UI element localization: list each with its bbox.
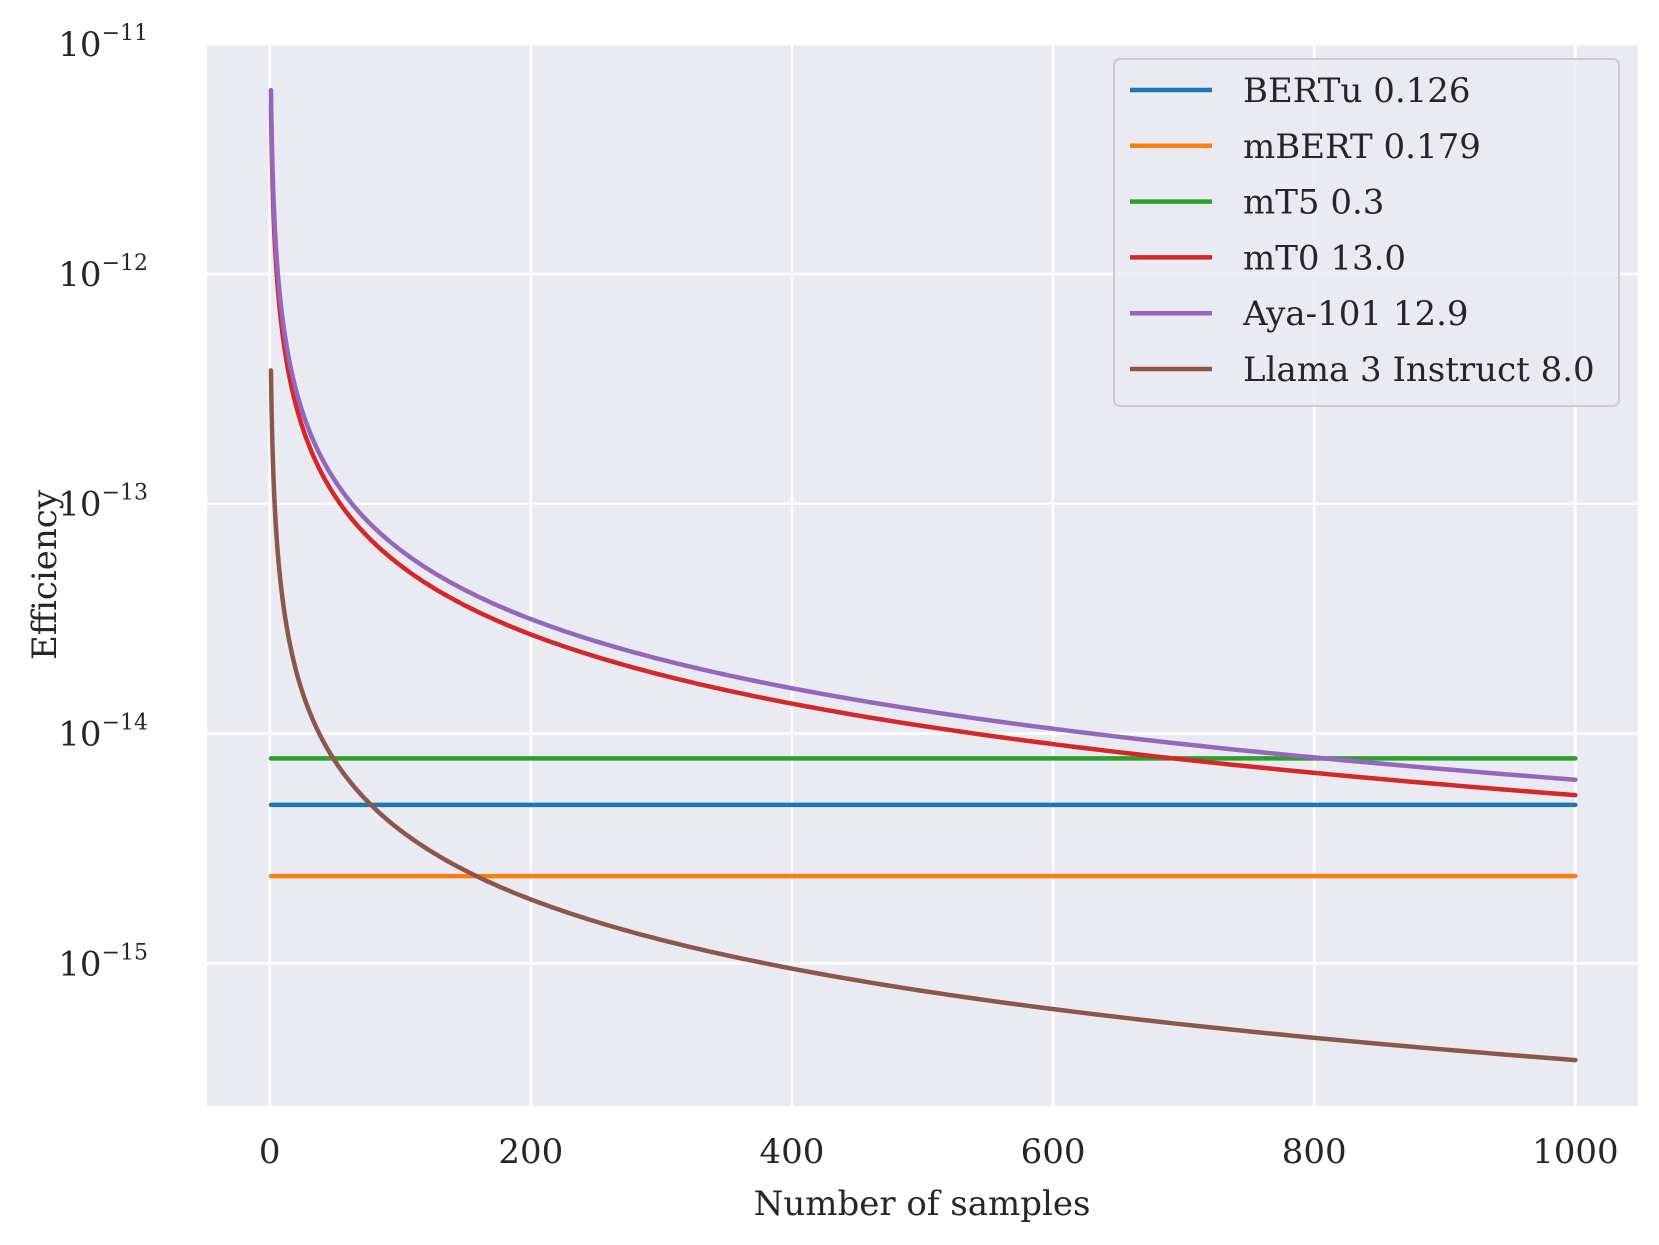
- grid-lines: [207, 42, 1638, 1106]
- x-tick-label: 200: [498, 1132, 563, 1172]
- x-axis-label: Number of samples: [754, 1184, 1091, 1224]
- y-tick-label: 10−12: [58, 251, 148, 295]
- y-tick-label: 10−15: [58, 940, 148, 984]
- x-tick-label: 1000: [1532, 1132, 1619, 1172]
- legend-label: Llama 3 Instruct 8.0: [1243, 350, 1595, 390]
- y-tick-label: 10−14: [58, 711, 148, 755]
- legend-label: mBERT 0.179: [1243, 127, 1481, 167]
- y-tick-label: 10−11: [58, 21, 148, 65]
- legend: BERTu 0.126 mBERT 0.179 mT5 0.3 mT0 13.0 Aya…: [1113, 58, 1620, 407]
- series-line-5: [268, 368, 1578, 1063]
- x-tick-label: 600: [1021, 1132, 1086, 1172]
- x-tick-label: 0: [259, 1132, 281, 1172]
- y-tick-label: 10−13: [58, 481, 148, 525]
- series-line-4: [268, 87, 1578, 782]
- y-axis-label: Efficiency: [25, 489, 65, 660]
- legend-box: [1113, 58, 1620, 407]
- x-axis-ticks: 0 200 400 600 800 1000: [259, 1132, 1619, 1172]
- x-tick-label: 400: [759, 1132, 824, 1172]
- x-tick-label: 800: [1282, 1132, 1347, 1172]
- legend-label: BERTu 0.126: [1243, 71, 1471, 111]
- legend-label: mT5 0.3: [1243, 183, 1384, 223]
- legend-label: mT0 13.0: [1243, 238, 1406, 278]
- series-layer: [268, 87, 1578, 1063]
- legend-label: Aya-101 12.9: [1242, 294, 1469, 334]
- y-axis-ticks: 10−11 10−12 10−13 10−14 10−15: [58, 21, 148, 984]
